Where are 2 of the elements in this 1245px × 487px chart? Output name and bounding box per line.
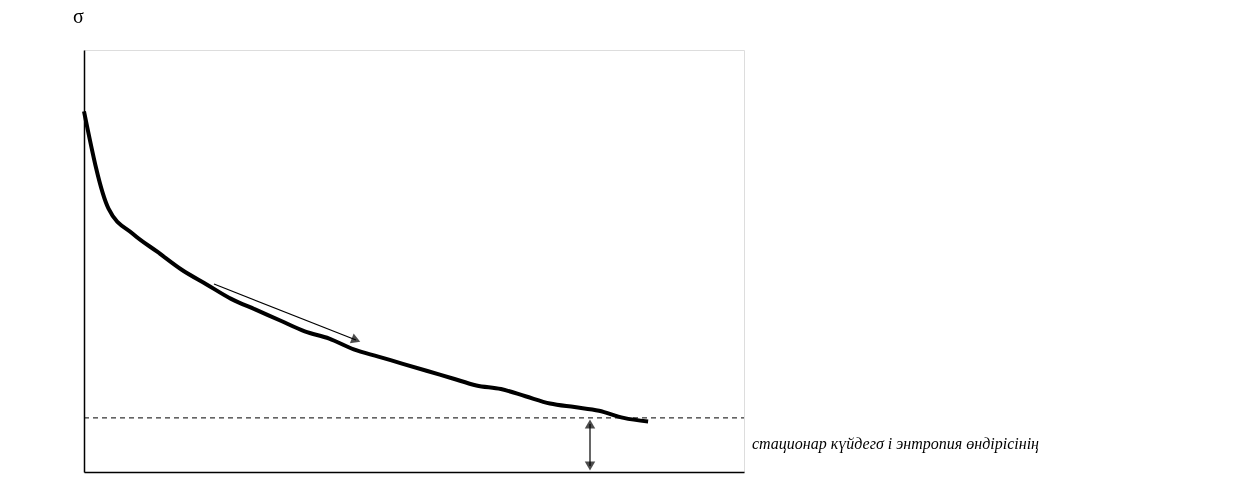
y-axis-title: σ [73,4,85,27]
text: стационар күйдегσ і энтропия өндірісінің [752,435,1040,453]
